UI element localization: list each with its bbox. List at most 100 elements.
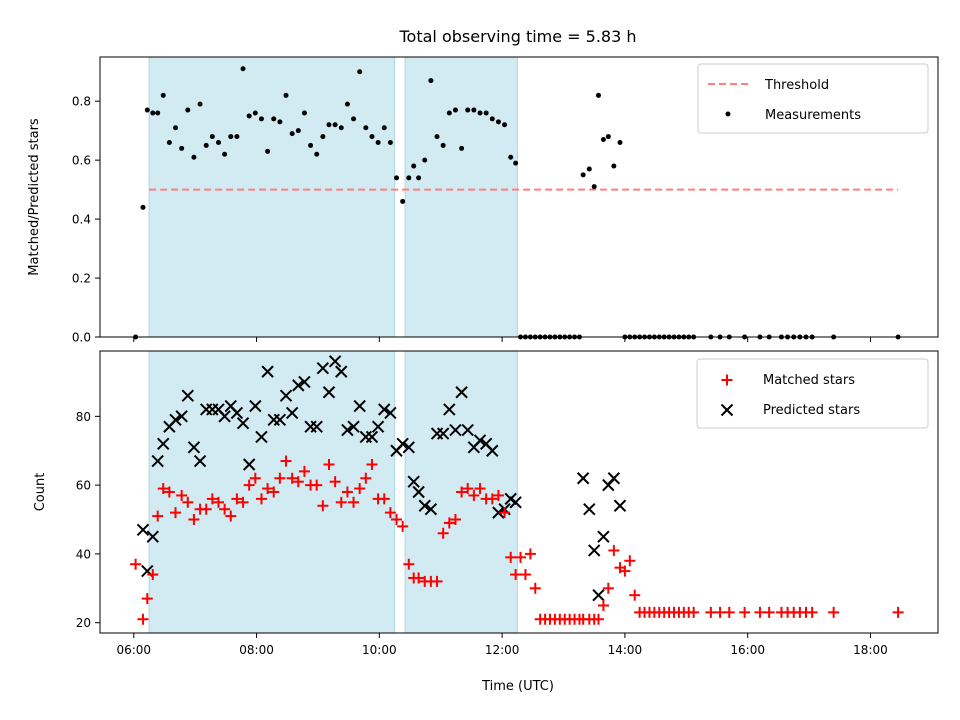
- matched-point: [335, 496, 347, 508]
- measurement-point: [203, 142, 209, 148]
- measurement-point: [222, 151, 228, 157]
- matched-point: [219, 503, 231, 515]
- predicted-point: [418, 499, 431, 512]
- predicted-point: [597, 530, 610, 543]
- predicted-point: [455, 386, 468, 399]
- matched-point: [723, 606, 735, 618]
- measurement-point: [332, 122, 338, 128]
- predicted-point: [261, 365, 274, 378]
- predicted-point: [592, 588, 605, 602]
- bottom-legend: Matched stars Predicted stars: [696, 358, 929, 429]
- predicted-point: [407, 475, 420, 488]
- top-legend: Threshold Measurements: [697, 63, 929, 134]
- predicted-point: [322, 386, 336, 399]
- predicted-point: [449, 423, 462, 437]
- top-y-ticks: 0.0 0.2 0.4 0.6 0.8: [72, 95, 100, 345]
- measurement-point: [160, 92, 166, 98]
- predicted-point: [157, 437, 170, 451]
- matched-point: [348, 496, 360, 508]
- measurement-point: [277, 119, 283, 125]
- measurement-point: [465, 107, 471, 113]
- observing-window-1: [148, 56, 396, 338]
- y-tick-label: 60: [76, 479, 91, 493]
- matched-point: [608, 544, 620, 556]
- measurement-point: [452, 107, 458, 113]
- matched-point: [443, 517, 455, 529]
- y-tick-label: 0.4: [72, 213, 91, 227]
- predicted-point: [492, 506, 505, 519]
- predicted-point: [607, 472, 621, 485]
- matched-point: [280, 455, 292, 467]
- matched-point: [519, 569, 531, 581]
- predicted-point: [298, 375, 311, 389]
- top-shading: [148, 56, 518, 338]
- top-x-ticks: [133, 337, 871, 342]
- measurement-point: [580, 172, 586, 178]
- measurement-point: [228, 134, 234, 140]
- measurement-point: [179, 145, 185, 151]
- measurement-point: [483, 110, 489, 116]
- measurement-point: [495, 119, 501, 125]
- matched-point: [492, 489, 504, 501]
- matched-point: [311, 479, 323, 491]
- matched-point: [529, 582, 541, 594]
- matched-point: [378, 493, 390, 505]
- matched-point: [249, 472, 261, 484]
- measurement-point: [422, 157, 428, 163]
- measurement-point: [344, 101, 350, 107]
- matched-point: [456, 486, 468, 498]
- measurement-point: [246, 113, 252, 119]
- predicted-point: [151, 454, 164, 468]
- matched-point: [274, 472, 286, 484]
- legend-matched-swatch: [721, 374, 733, 386]
- matched-point: [593, 613, 605, 625]
- matched-point: [629, 589, 641, 601]
- predicted-point: [169, 413, 182, 426]
- bottom-panel: 06:00 08:00 10:00 12:00 14:00 16:00 18:00 20 40…: [33, 350, 939, 694]
- measurement-point: [326, 122, 332, 128]
- matched-point: [286, 472, 298, 484]
- matched-point: [486, 493, 498, 505]
- x-tick-label: 10:00: [362, 643, 397, 657]
- predicted-point: [175, 410, 188, 423]
- matched-point: [806, 606, 818, 618]
- legend-threshold-label: Threshold: [764, 78, 829, 93]
- measurement-point: [471, 107, 477, 113]
- matched-point: [413, 572, 425, 584]
- measurement-point: [252, 110, 258, 116]
- predicted-point: [576, 472, 590, 485]
- measurement-point: [591, 184, 597, 190]
- predicted-point: [242, 458, 256, 471]
- matched-point: [449, 514, 461, 526]
- matched-point: [212, 496, 224, 508]
- x-tick-label: 18:00: [853, 643, 888, 657]
- matched-point: [391, 514, 403, 526]
- matched-point: [754, 606, 766, 618]
- predicted-point: [486, 444, 499, 457]
- matched-point: [360, 472, 372, 484]
- matched-point: [437, 527, 449, 539]
- matched-point: [619, 565, 631, 577]
- matched-point: [499, 507, 511, 519]
- measurement-point: [209, 134, 215, 140]
- x-tick-label: 06:00: [116, 643, 151, 657]
- measurement-point: [586, 166, 592, 172]
- measurement-point: [173, 125, 179, 131]
- x-axis-label: Time (UTC): [481, 679, 554, 694]
- matched-point: [163, 486, 175, 498]
- measurement-point: [416, 175, 422, 181]
- matched-point: [255, 493, 267, 505]
- legend-measurements-swatch: [725, 111, 731, 117]
- matched-point: [130, 558, 142, 570]
- y-tick-label: 20: [76, 616, 91, 630]
- predicted-point: [396, 437, 409, 451]
- measurement-point: [411, 163, 417, 169]
- matched-point: [510, 569, 522, 581]
- matched-point: [602, 582, 614, 594]
- matched-point: [397, 520, 409, 532]
- legend-matched-marker: [721, 374, 733, 386]
- measurement-point: [185, 107, 191, 113]
- matched-point: [170, 507, 182, 519]
- predicted-point: [236, 417, 250, 430]
- legend-predicted-label: Predicted stars: [763, 403, 860, 418]
